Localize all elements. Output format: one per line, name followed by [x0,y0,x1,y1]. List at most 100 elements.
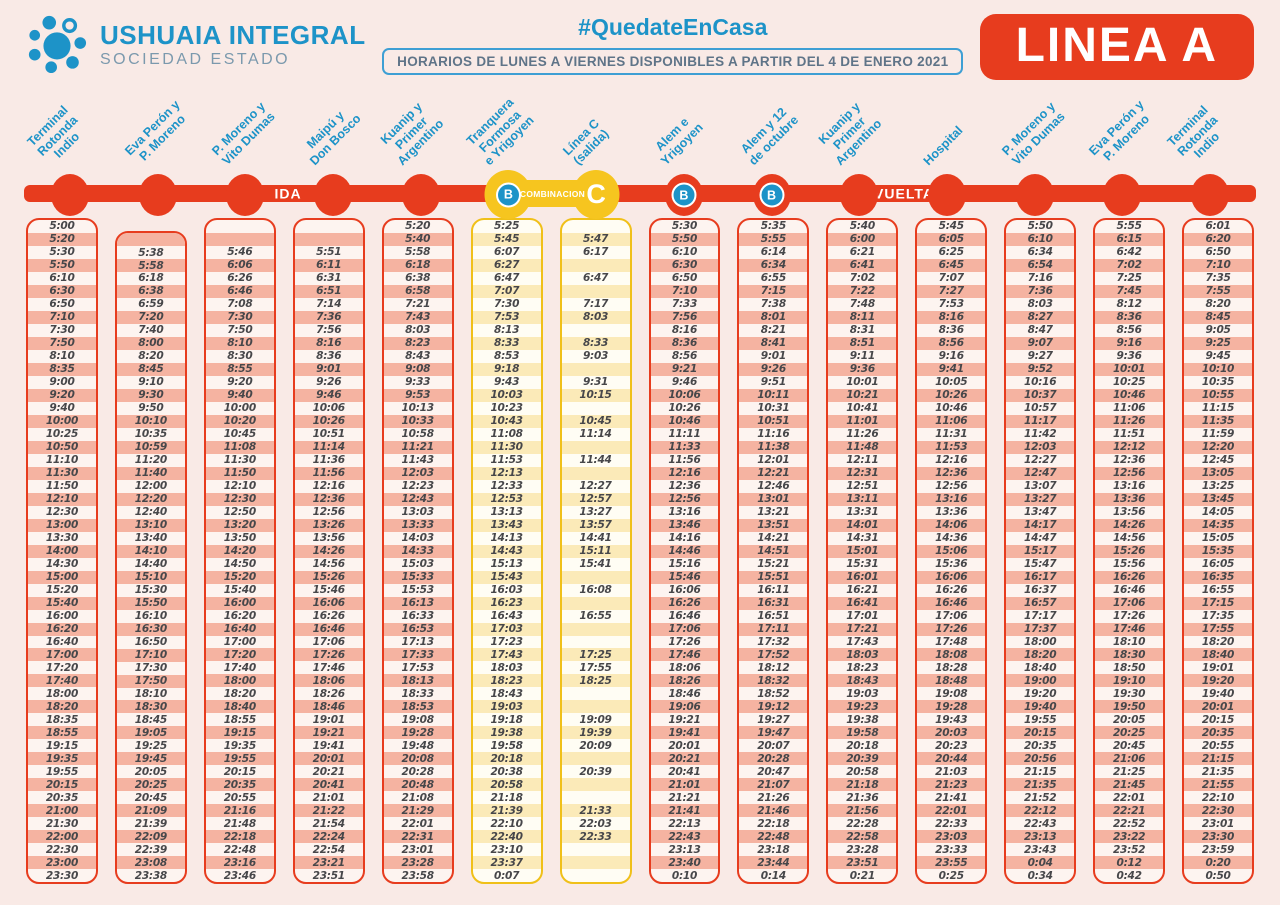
time-cell: 20:39 [579,765,612,778]
timetable-column: 5:20 5:40 5:58 6:18 6:38 6:58 7:21 7:43 8:03 8:23… [381,218,454,884]
time-cell: 12:57 [561,492,630,506]
time-cell: 14:41 [579,532,612,545]
time-cell: 23:55 [917,856,986,870]
station-dot [313,174,352,216]
time-cell: 21:18 [490,791,523,804]
time-cell: 6:50 [49,298,75,311]
time-cell: 23:10 [490,843,523,856]
time-cell: 12:20 [1184,440,1252,454]
time-cell: 18:12 [757,661,790,674]
time-cell: 13:11 [828,492,897,506]
time-cell: 15:46 [650,570,719,584]
time-cell: 10:16 [1024,376,1057,389]
time-cell: 14:26 [1095,518,1164,532]
time-cell: 9:16 [938,350,964,363]
time-cell: 19:23 [828,700,897,714]
time-cell: 17:48 [935,635,968,648]
station: Terminal Rotonda Indio [1165,88,1254,218]
time-cell: 11:08 [490,428,523,441]
time-cell: 10:25 [1112,376,1146,389]
time-cell: 12:43 [383,492,452,506]
time-cell: 22:40 [472,830,541,844]
time-cell: 21:54 [312,817,346,830]
time-cell: 11:30 [223,454,257,467]
time-cell: 9:27 [1027,350,1053,363]
time-cell: 11:53 [490,454,523,467]
time-cell: 8:16 [294,336,363,350]
time-cell: 20:03 [917,726,986,740]
time-cell: 14:51 [739,544,808,558]
time-cell: 12:36 [917,466,986,480]
time-cell: 19:45 [116,752,185,766]
time-cell: 10:26 [917,388,986,402]
time-cell: 20:35 [1024,739,1057,752]
time-cell: 11:06 [1112,402,1146,415]
time-cell: 19:03 [472,700,541,714]
time-cell: 16:55 [1201,584,1235,597]
time-cell: 6:27 [472,258,541,272]
timetable-column: 5:30 5:50 6:10 6:30 6:50 7:10 7:33 7:56 8:16 8:36… [648,218,721,884]
time-cell: 19:28 [383,726,452,740]
time-cell: 7:43 [383,310,452,324]
time-cell: 20:55 [1201,739,1235,752]
time-cell: 19:15 [205,726,274,740]
time-cell: 11:26 [1095,414,1164,428]
time-cell: 18:55 [223,713,257,726]
time-cell: 20:05 [134,765,168,778]
time-cell: 23:18 [757,843,790,856]
time-cell: 9:01 [760,350,786,363]
time-cell: 19:05 [116,726,185,740]
time-cell: 8:36 [650,336,719,350]
time-cell: 6:45 [917,258,986,272]
time-cell: 19:58 [828,726,897,740]
time-cell: 21:33 [561,804,630,818]
time-cell: 10:45 [223,428,257,441]
time-cell: 19:38 [472,726,541,740]
time-cell: 12:30 [45,506,79,519]
time-cell: 20:08 [383,752,452,766]
time-cell: 10:35 [1201,376,1235,389]
time-cell: 20:07 [757,739,790,752]
time-cell: 0:42 [1116,869,1142,882]
time-cell: 11:53 [917,440,986,454]
time-cell: 19:12 [739,700,808,714]
station-dot: B [484,170,532,219]
time-cell: 19:15 [45,739,79,752]
time-cell: 5:58 [405,246,431,259]
time-cell: 13:51 [739,518,808,532]
time-cell: 19:41 [650,726,719,740]
time-cell: 8:00 [116,336,185,350]
time-cell: 16:43 [490,610,523,623]
time-cell: 11:48 [828,440,897,454]
time-cell: 12:56 [935,480,968,493]
time-cell: 0:10 [671,869,698,882]
time-cell: 7:07 [472,284,541,298]
time-cell: 15:10 [116,570,185,584]
time-cell: 16:53 [383,622,452,636]
time-cell: 6:30 [28,284,96,298]
time-cell: 19:03 [846,687,879,700]
time-cell: 17:11 [739,622,808,636]
time-cell: 17:25 [561,648,630,662]
time-cell: 23:13 [1006,830,1075,844]
time-cell: 12:27 [1024,454,1057,467]
time-cell: 11:42 [1024,428,1057,441]
time-cell: 14:33 [383,544,452,558]
time-cell: 19:50 [1095,700,1164,714]
time-cell: 19:30 [1112,687,1146,700]
station-name-label: Tranquera Formosa e Yrigoyen [464,94,538,168]
timetable-column: 5:47 6:17 6:47 7:17 8:03 8:33 9:03 9:31 10:15 10:… [559,218,632,884]
time-cell: 19:35 [223,739,257,752]
time-cell: 18:30 [116,700,185,714]
time-cell: 12:56 [312,506,346,519]
time-cell: 19:08 [401,713,435,726]
time-cell: 10:59 [116,440,185,454]
time-cell: 18:33 [401,687,435,700]
time-cell: 10:26 [668,402,701,415]
time-cell: 19:21 [294,726,363,740]
time-cell: 10:55 [1184,388,1252,402]
time-cell: 18:52 [757,687,790,700]
time-cell: 18:20 [28,700,96,714]
time-cell: 15:26 [294,570,363,584]
station: Línea C (salida) C [552,88,640,219]
